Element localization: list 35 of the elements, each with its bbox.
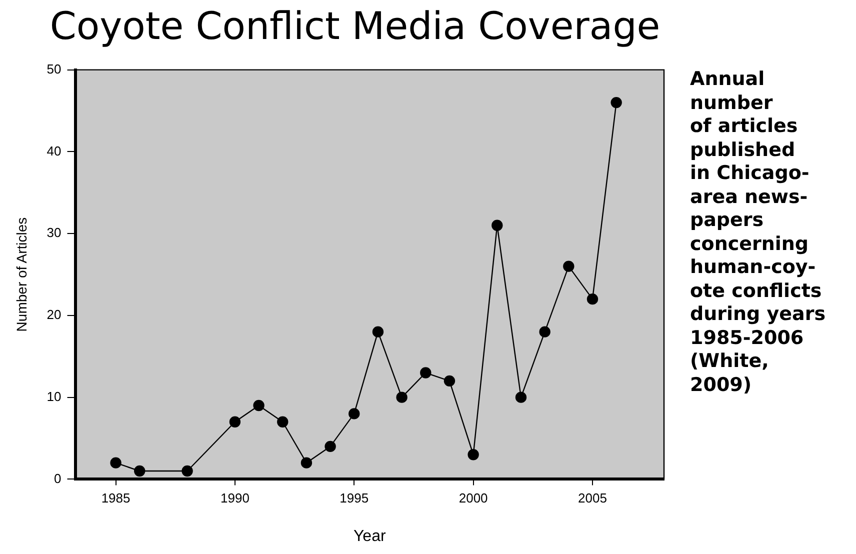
point [515, 392, 527, 403]
point [396, 392, 408, 403]
y-tick-label: 20 [46, 307, 62, 322]
x-tick-label: 1985 [101, 490, 130, 506]
point [324, 440, 336, 452]
y-tick-label: 10 [46, 388, 62, 404]
x-axis-title: Year [353, 528, 386, 545]
point [300, 457, 312, 468]
point [110, 457, 122, 468]
x-tick-label: 1995 [340, 490, 369, 506]
x-tick-label: 1990 [220, 490, 250, 506]
y-axis-title: Number of Articles [13, 217, 30, 332]
chart-title: Coyote Conflict Media Coverage [48, 4, 662, 48]
text: Annual number of articles published in Chicago- area news- papers concerning human-coy- ote conflicts during years 1985-2006 (White, 2009) [690, 68, 826, 396]
point [586, 293, 598, 305]
point [348, 408, 360, 420]
point [277, 416, 288, 428]
y-tick-label: 30 [46, 225, 62, 240]
y-tick-label: 40 [46, 143, 62, 158]
x-tick-label: 2000 [458, 490, 488, 506]
point [182, 465, 193, 477]
point [229, 416, 241, 428]
point [492, 220, 503, 231]
point [468, 449, 479, 460]
point [563, 260, 574, 272]
x-tick-label: 2005 [578, 490, 607, 506]
point [134, 465, 146, 477]
point [372, 326, 384, 338]
point [253, 400, 264, 412]
point [444, 375, 456, 387]
point [610, 96, 622, 108]
point [539, 326, 550, 338]
y-tick-label: 0 [54, 470, 62, 486]
y-tick-label: 50 [46, 61, 62, 76]
point [420, 367, 432, 378]
